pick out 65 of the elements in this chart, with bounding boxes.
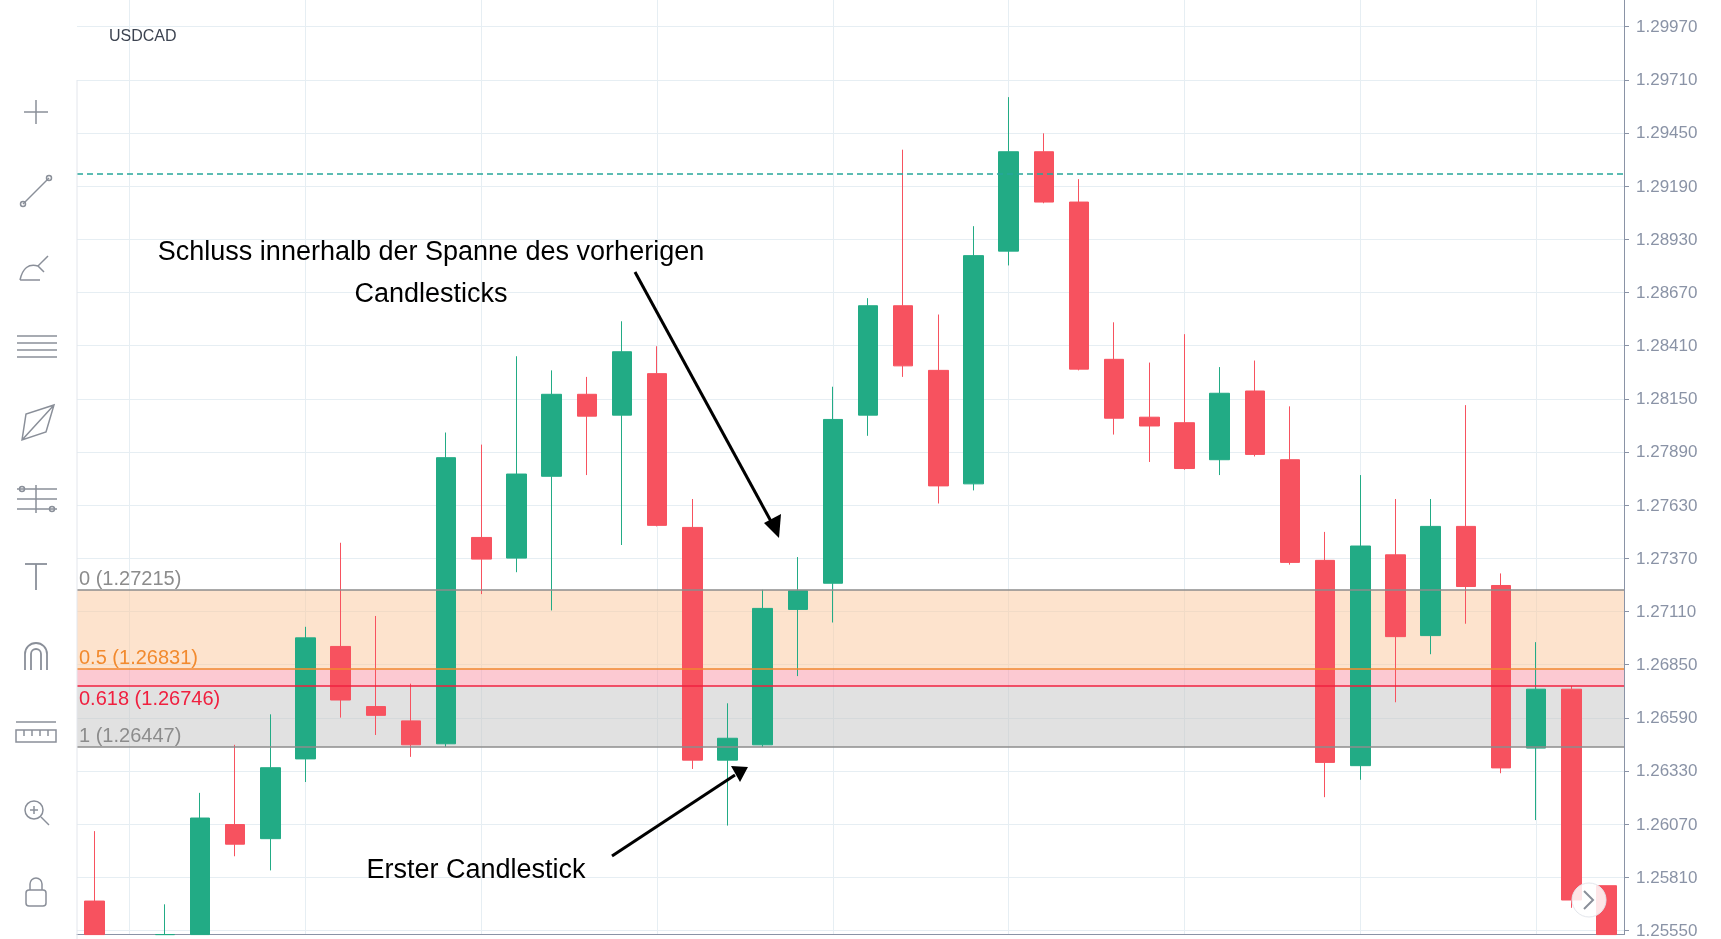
- y-tick-label: 1.26850: [1636, 655, 1698, 675]
- candlestick: [1139, 362, 1160, 463]
- y-tick-label: 1.25810: [1636, 867, 1698, 887]
- y-tick-label: 1.25550: [1636, 921, 1698, 939]
- ref-line-label: 0 (1.27215): [79, 567, 182, 589]
- candlestick: [823, 386, 843, 624]
- candlestick: [1069, 178, 1089, 371]
- y-tick-label: 1.26330: [1636, 761, 1698, 781]
- candlestick: [1526, 641, 1546, 821]
- y-tick-label: 1.28670: [1636, 282, 1698, 302]
- candlestick: [858, 297, 878, 437]
- ref-line-label: 0.618 (1.26746): [79, 686, 221, 709]
- ref-line-label: 1 (1.26447): [79, 724, 182, 747]
- candlestick: [436, 432, 456, 748]
- candlestick: [1315, 531, 1335, 798]
- candlestick: [1420, 498, 1441, 655]
- candlestick: [893, 149, 913, 378]
- candlestick: [612, 320, 632, 546]
- candlestick: [401, 683, 421, 758]
- candlestick: [928, 314, 949, 504]
- candlestick: [752, 589, 773, 748]
- candlestick: [788, 556, 808, 677]
- candlestick: [1104, 321, 1124, 436]
- y-tick-label: 1.29970: [1636, 17, 1698, 37]
- candlestick: [190, 792, 210, 936]
- y-tick-label: 1.27370: [1636, 548, 1698, 568]
- candlestick: [1280, 405, 1300, 566]
- candlestick: [366, 615, 386, 736]
- y-tick-label: 1.28150: [1636, 389, 1698, 409]
- candlestick: [471, 444, 492, 595]
- candlestick: [506, 355, 527, 573]
- y-tick-label: 1.27630: [1636, 495, 1698, 515]
- y-tick-label: 1.27110: [1636, 601, 1697, 621]
- ref-line-label: 0.5 (1.26831): [79, 645, 198, 668]
- candlestick: [1385, 498, 1406, 703]
- candlestick: [295, 626, 316, 783]
- candlestick: [541, 369, 562, 611]
- candlestick: [998, 96, 1019, 266]
- candlestick: [1174, 333, 1195, 471]
- candlestick: [1209, 366, 1230, 476]
- y-tick-label: 1.28930: [1636, 229, 1698, 249]
- candlestick: [647, 345, 667, 527]
- y-tick-label: 1.28410: [1636, 336, 1698, 356]
- text: USDCAD: [109, 26, 177, 44]
- y-tick-label: 1.26590: [1636, 708, 1698, 728]
- candlestick: [1456, 404, 1476, 625]
- candlestick: [260, 713, 281, 871]
- candlestick: [1350, 474, 1371, 781]
- candlestick: [682, 498, 703, 770]
- y-tick-label: 1.29450: [1636, 123, 1698, 143]
- candlestick: [225, 744, 245, 857]
- candlestick: [1245, 360, 1265, 457]
- annotation: Erster Candlestick: [366, 854, 587, 884]
- candlestick: [84, 830, 105, 936]
- annotation: Schluss innerhalb der Spanne des vorherigen Candlesticks: [157, 236, 705, 308]
- y-tick-label: 1.29710: [1636, 70, 1698, 90]
- candlestick: [330, 542, 351, 719]
- candlestick: [577, 376, 597, 476]
- y-tick-label: 1.26070: [1636, 814, 1698, 834]
- candlestick: [1034, 132, 1054, 204]
- y-tick-label: 1.27890: [1636, 442, 1698, 462]
- y-tick-label: 1.29190: [1636, 176, 1698, 196]
- candlestick: [963, 225, 984, 491]
- candlestick: [1491, 572, 1511, 774]
- candlestick: [155, 903, 175, 936]
